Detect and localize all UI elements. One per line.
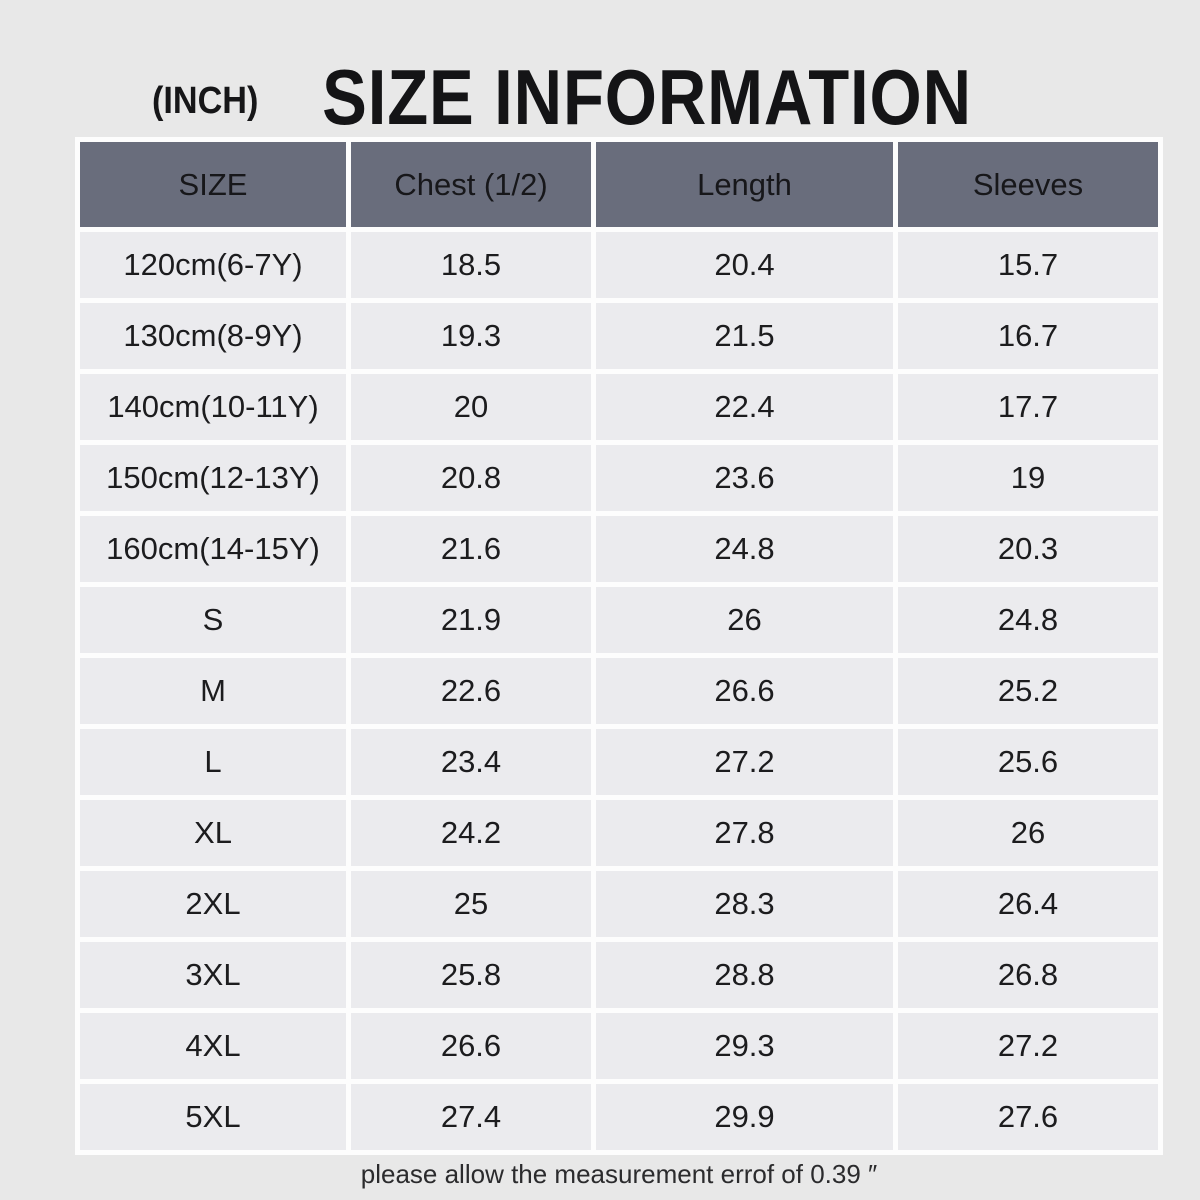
row-sleeves-value: 26.8 (898, 942, 1158, 1008)
row-size-label: 150cm(12-13Y) (80, 445, 346, 511)
table-row: L 23.4 27.2 25.6 (80, 729, 1158, 795)
row-sleeves-value: 16.7 (898, 303, 1158, 369)
row-size-label: 120cm(6-7Y) (80, 232, 346, 298)
row-chest-value: 26.6 (351, 1013, 591, 1079)
row-chest-value: 21.6 (351, 516, 591, 582)
row-size-label: M (80, 658, 346, 724)
row-size-label: 160cm(14-15Y) (80, 516, 346, 582)
row-sleeves-value: 26.4 (898, 871, 1158, 937)
row-sleeves-value: 25.6 (898, 729, 1158, 795)
row-chest-value: 25 (351, 871, 591, 937)
row-length-value: 26.6 (596, 658, 893, 724)
table-row: 2XL 25 28.3 26.4 (80, 871, 1158, 937)
row-chest-value: 21.9 (351, 587, 591, 653)
row-size-label: S (80, 587, 346, 653)
row-size-label: XL (80, 800, 346, 866)
row-sleeves-value: 24.8 (898, 587, 1158, 653)
row-chest-value: 19.3 (351, 303, 591, 369)
column-header-chest: Chest (1/2) (351, 142, 591, 227)
measurement-error-note: please allow the measurement errof of 0.… (360, 1159, 878, 1189)
row-chest-value: 24.2 (351, 800, 591, 866)
row-sleeves-value: 15.7 (898, 232, 1158, 298)
column-header-size: SIZE (80, 142, 346, 227)
row-length-value: 26 (596, 587, 893, 653)
table-row: 3XL 25.8 28.8 26.8 (80, 942, 1158, 1008)
row-chest-value: 27.4 (351, 1084, 591, 1150)
row-sleeves-value: 27.2 (898, 1013, 1158, 1079)
size-table: SIZE Chest (1/2) Length Sleeves 120cm(6-… (75, 137, 1163, 1155)
row-size-label: 4XL (80, 1013, 346, 1079)
table-row: 130cm(8-9Y) 19.3 21.5 16.7 (80, 303, 1158, 369)
row-length-value: 23.6 (596, 445, 893, 511)
table-row: M 22.6 26.6 25.2 (80, 658, 1158, 724)
row-chest-value: 22.6 (351, 658, 591, 724)
row-length-value: 27.8 (596, 800, 893, 866)
table-row: S 21.9 26 24.8 (80, 587, 1158, 653)
row-length-value: 29.9 (596, 1084, 893, 1150)
page-title: SIZE INFORMATION (322, 53, 972, 141)
row-length-value: 28.8 (596, 942, 893, 1008)
table-row: 5XL 27.4 29.9 27.6 (80, 1084, 1158, 1150)
table-row: XL 24.2 27.8 26 (80, 800, 1158, 866)
row-size-label: 3XL (80, 942, 346, 1008)
table-body: 120cm(6-7Y) 18.5 20.4 15.7 130cm(8-9Y) 19.3 21… (80, 232, 1158, 1150)
table-row: 160cm(14-15Y) 21.6 24.8 20.3 (80, 516, 1158, 582)
row-size-label: 130cm(8-9Y) (80, 303, 346, 369)
column-header-length: Length (596, 142, 893, 227)
row-length-value: 27.2 (596, 729, 893, 795)
row-length-value: 22.4 (596, 374, 893, 440)
row-length-value: 28.3 (596, 871, 893, 937)
row-sleeves-value: 19 (898, 445, 1158, 511)
row-length-value: 21.5 (596, 303, 893, 369)
row-sleeves-value: 20.3 (898, 516, 1158, 582)
row-chest-value: 25.8 (351, 942, 591, 1008)
table-header-row: SIZE Chest (1/2) Length Sleeves (80, 142, 1158, 227)
row-chest-value: 18.5 (351, 232, 591, 298)
row-sleeves-value: 17.7 (898, 374, 1158, 440)
row-chest-value: 23.4 (351, 729, 591, 795)
row-length-value: 29.3 (596, 1013, 893, 1079)
table-row: 120cm(6-7Y) 18.5 20.4 15.7 (80, 232, 1158, 298)
table-row: 150cm(12-13Y) 20.8 23.6 19 (80, 445, 1158, 511)
row-sleeves-value: 25.2 (898, 658, 1158, 724)
column-header-sleeves: Sleeves (898, 142, 1158, 227)
row-sleeves-value: 27.6 (898, 1084, 1158, 1150)
row-sleeves-value: 26 (898, 800, 1158, 866)
table-row: 4XL 26.6 29.3 27.2 (80, 1013, 1158, 1079)
row-size-label: 2XL (80, 871, 346, 937)
row-size-label: L (80, 729, 346, 795)
row-length-value: 20.4 (596, 232, 893, 298)
row-chest-value: 20 (351, 374, 591, 440)
row-chest-value: 20.8 (351, 445, 591, 511)
row-size-label: 5XL (80, 1084, 346, 1150)
table-row: 140cm(10-11Y) 20 22.4 17.7 (80, 374, 1158, 440)
row-length-value: 24.8 (596, 516, 893, 582)
row-size-label: 140cm(10-11Y) (80, 374, 346, 440)
unit-label: (INCH) (152, 80, 259, 122)
